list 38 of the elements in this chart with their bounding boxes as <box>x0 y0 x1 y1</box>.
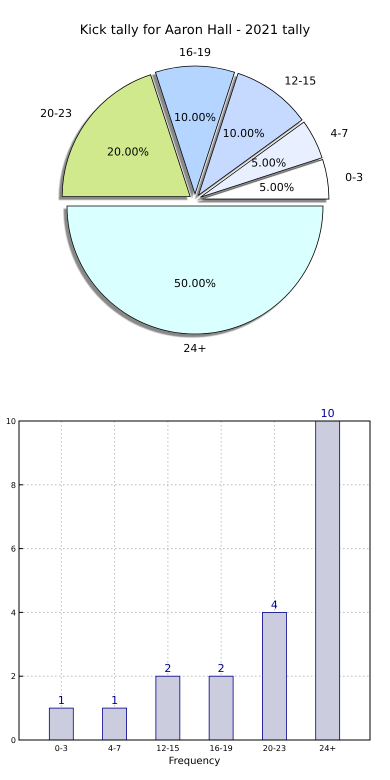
slice-label: 0-3 <box>345 170 364 184</box>
y-tick-label: 10 <box>6 417 16 426</box>
x-axis-title: Frequency <box>168 756 220 767</box>
bar <box>315 420 340 740</box>
slice-label: 4-7 <box>330 126 348 140</box>
data-label: 10.00% <box>222 127 265 140</box>
x-tick-label: 4-7 <box>108 744 122 753</box>
chart-title: Kick tally for Aaron Hall - 2021 tally <box>80 23 311 38</box>
bar <box>48 708 74 740</box>
data-label: 5.00% <box>259 181 294 194</box>
data-label: 1 <box>58 694 65 708</box>
slice-label: 20-23 <box>40 107 72 120</box>
bar <box>155 676 180 740</box>
y-tick-label: 8 <box>10 480 16 490</box>
slice-label: 24+ <box>183 342 207 355</box>
y-tick-label: 4 <box>10 608 16 618</box>
data-label: 5.00% <box>251 156 286 170</box>
x-tick-label: 24+ <box>319 744 336 753</box>
data-label: 10.00% <box>174 111 216 124</box>
bar <box>102 708 127 740</box>
data-label: 1 <box>111 694 118 708</box>
y-tick-label: 0 <box>10 736 16 745</box>
x-tick-label: 0-3 <box>54 744 68 753</box>
slice-label: 16-19 <box>179 46 211 59</box>
y-tick-label: 2 <box>10 672 16 682</box>
bar <box>208 676 234 740</box>
slice-label: 12-15 <box>284 74 316 88</box>
x-tick-label: 16-19 <box>210 744 233 753</box>
data-label: 50.00% <box>174 276 216 290</box>
bar <box>262 612 287 740</box>
data-label: 20.00% <box>107 145 149 158</box>
data-label: 10 <box>320 407 335 420</box>
x-tick-label: 12-15 <box>156 744 180 753</box>
data-label: 2 <box>164 662 172 676</box>
y-tick-label: 6 <box>10 544 16 554</box>
data-label: 2 <box>218 662 225 676</box>
x-tick-label: 20-23 <box>262 744 286 753</box>
data-label: 4 <box>270 598 278 612</box>
